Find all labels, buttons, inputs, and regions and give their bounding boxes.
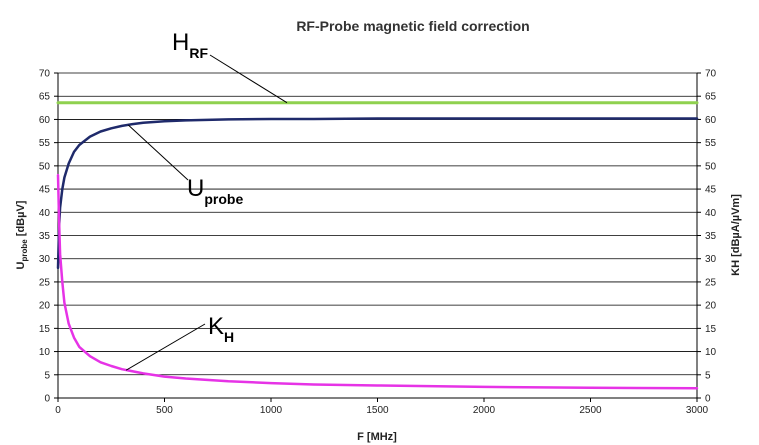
y-tick-label-left: 40	[39, 208, 51, 219]
x-tick-label: 2000	[473, 405, 496, 416]
chart-title: RF-Probe magnetic field correction	[296, 18, 529, 34]
series-group	[56, 101, 699, 390]
y-tick-label-right: 40	[705, 208, 717, 219]
x-axis-label: F [MHz]	[357, 431, 397, 443]
x-tick-label: 2500	[579, 405, 602, 416]
y-tick-label-right: 25	[705, 277, 717, 288]
x-tick-labels: 0 500 1000 1500 2000 2500 3000	[55, 398, 709, 416]
y-axis-label-left: Uprobe [dBµV]	[15, 200, 29, 269]
x-tick-label: 1000	[260, 405, 283, 416]
annotation-leader-line	[209, 54, 288, 104]
y-tick-label-right: 55	[705, 138, 717, 149]
annotation-leader-line	[125, 323, 206, 371]
annotation-leader-line	[127, 124, 189, 181]
y-tick-label-left: 35	[39, 231, 51, 242]
y-tick-label-right: 35	[705, 231, 717, 242]
y-tick-labels-left: 0 5 10 15 20 25 30 35 40 45 50 55 60 65 70	[39, 69, 51, 405]
x-tick-label: 1500	[366, 405, 389, 416]
y-tick-label-left: 65	[39, 92, 51, 103]
y-tick-label-left: 55	[39, 138, 51, 149]
y-axis-label-left-main: U	[15, 261, 27, 269]
y-axis-label-left-sub: probe	[20, 239, 29, 262]
y-tick-label-right: 5	[705, 370, 711, 381]
y-tick-label-right: 10	[705, 347, 717, 358]
annotation-label: HRF	[172, 29, 208, 61]
y-tick-label-right: 30	[705, 254, 717, 265]
y-tick-label-left: 50	[39, 161, 51, 172]
y-tick-label-right: 70	[705, 69, 717, 80]
y-tick-label-left: 20	[39, 301, 51, 312]
x-tick-label: 3000	[686, 405, 709, 416]
annotation-label: Uprobe	[187, 175, 243, 207]
y-tick-labels-right: 0 5 10 15 20 25 30 35 40 45 50 55 60 65 70	[705, 69, 717, 405]
y-tick-label-right: 0	[705, 394, 711, 405]
y-axis-label-left-suffix: [dBµV]	[15, 200, 27, 239]
x-tick-label: 0	[55, 405, 61, 416]
y-tick-label-left: 5	[44, 370, 50, 381]
y-tick-label-right: 15	[705, 324, 717, 335]
gridlines	[54, 72, 701, 399]
y-tick-label-right: 20	[705, 301, 717, 312]
y-tick-label-left: 45	[39, 185, 51, 196]
y-tick-label-left: 70	[39, 69, 51, 80]
annotation-label-main: H	[172, 29, 189, 56]
series-line-kh	[56, 173, 699, 390]
y-tick-label-right: 65	[705, 92, 717, 103]
annotation-label-main: U	[187, 175, 204, 202]
y-tick-label-left: 30	[39, 254, 51, 265]
y-tick-label-left: 10	[39, 347, 51, 358]
y-tick-label-right: 60	[705, 115, 717, 126]
y-tick-label-left: 25	[39, 277, 51, 288]
y-tick-label-left: 0	[44, 394, 50, 405]
y-tick-label-right: 45	[705, 185, 717, 196]
annotation-label-sub: RF	[189, 45, 208, 61]
y-tick-label-right: 50	[705, 161, 717, 172]
y-tick-label-left: 60	[39, 115, 51, 126]
y-tick-label-left: 15	[39, 324, 51, 335]
x-tick-label: 500	[156, 405, 173, 416]
annotation-label-sub: probe	[204, 191, 243, 207]
series-line-uprobe	[56, 117, 699, 270]
annotation-label-main: K	[208, 313, 224, 340]
annotation-label: KH	[208, 313, 234, 345]
annotation-label-sub: H	[224, 329, 234, 345]
y-axis-label-right: KH [dBµA/µVm]	[730, 194, 742, 276]
